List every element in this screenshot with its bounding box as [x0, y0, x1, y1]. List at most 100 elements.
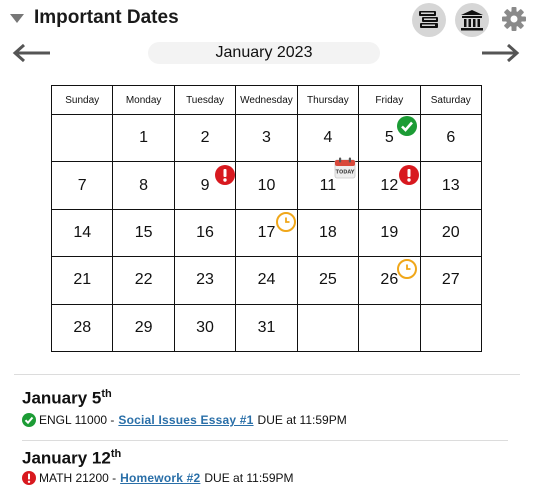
day-number: 5: [384, 129, 394, 147]
books-button[interactable]: [412, 3, 446, 37]
day-cell[interactable]: 24: [235, 256, 298, 305]
day-cell-empty: [419, 303, 483, 352]
gear-icon[interactable]: [501, 6, 527, 32]
bank-button[interactable]: [455, 3, 489, 37]
event-date: January 12th: [22, 448, 122, 468]
check-circle-icon: [22, 413, 36, 427]
day-number: 13: [441, 176, 460, 194]
day-cell[interactable]: 7: [50, 161, 114, 210]
day-cell[interactable]: 29: [112, 303, 175, 352]
day-number: 12: [380, 176, 399, 194]
day-number: 20: [441, 223, 460, 241]
day-cell[interactable]: 21: [50, 256, 114, 305]
day-cell[interactable]: 18: [296, 208, 360, 258]
day-number: 27: [441, 271, 460, 289]
week-row: 14 15 16 17 18 19 20: [50, 208, 483, 258]
event-divider: [22, 440, 508, 441]
exclamation-circle-icon: [22, 471, 36, 485]
day-cell[interactable]: 20: [419, 208, 483, 258]
day-cell[interactable]: 30: [173, 303, 237, 352]
day-cell[interactable]: 27: [419, 256, 483, 305]
exclamation-circle-icon[interactable]: [399, 165, 420, 186]
day-cell[interactable]: 4: [296, 113, 360, 163]
clock-icon[interactable]: [276, 211, 297, 232]
day-number: 29: [134, 318, 153, 336]
month-label: January 2023: [148, 42, 380, 64]
day-cell[interactable]: 13: [419, 161, 483, 210]
arrow-left-icon[interactable]: [12, 42, 52, 64]
day-number: 24: [257, 271, 276, 289]
day-cell[interactable]: 10: [235, 161, 298, 210]
day-cell[interactable]: 22: [112, 256, 175, 305]
day-cell[interactable]: 3: [235, 113, 298, 163]
day-cell[interactable]: 5: [358, 113, 421, 163]
weekday-label: Saturday: [419, 85, 483, 115]
day-cell-empty: [50, 113, 114, 163]
day-cell-empty: [296, 303, 360, 352]
day-number: 22: [134, 271, 153, 289]
today-badge: TODAY: [335, 170, 354, 176]
course-code: MATH 21200 -: [39, 471, 117, 485]
day-number: 19: [380, 223, 399, 241]
collapse-triangle-icon[interactable]: [10, 14, 24, 23]
day-cell[interactable]: 31: [235, 303, 298, 352]
widget-title: Important Dates: [34, 7, 179, 28]
month-navigation: January 2023: [0, 40, 535, 68]
due-text: DUE at 11:59PM: [257, 413, 347, 427]
day-number: 4: [323, 129, 333, 147]
day-cell[interactable]: 9: [173, 161, 237, 210]
day-cell[interactable]: 15: [112, 208, 175, 258]
exclamation-circle-icon[interactable]: [214, 165, 235, 186]
day-cell[interactable]: 12: [358, 161, 421, 210]
day-cell[interactable]: 23: [173, 256, 237, 305]
day-number: 17: [257, 223, 276, 241]
day-number: 26: [380, 271, 399, 289]
day-number: 16: [196, 223, 214, 241]
day-number: 10: [257, 176, 276, 194]
weekday-label: Thursday: [296, 85, 360, 115]
day-cell[interactable]: 19: [358, 208, 421, 258]
today-calendar-icon: TODAY: [334, 157, 356, 179]
widget-header: Important Dates: [0, 0, 535, 38]
bank-icon: [461, 10, 483, 31]
weekday-label: Monday: [112, 85, 175, 115]
check-circle-icon[interactable]: [397, 116, 418, 136]
weekday-label: Wednesday: [235, 85, 298, 115]
day-cell[interactable]: 14: [50, 208, 114, 258]
day-number: 18: [319, 223, 337, 241]
day-cell-empty: [358, 303, 421, 352]
day-cell[interactable]: 26: [358, 256, 421, 305]
week-row: 28 29 30 31: [50, 303, 483, 352]
day-number: 2: [200, 129, 210, 147]
day-cell[interactable]: 25: [296, 256, 360, 305]
day-number: 1: [139, 129, 149, 147]
day-number: 3: [262, 129, 271, 147]
day-cell[interactable]: 6: [419, 113, 483, 163]
day-cell[interactable]: 2: [173, 113, 237, 163]
weekday-label: Tuesday: [173, 85, 237, 115]
due-text: DUE at 11:59PM: [204, 471, 294, 485]
day-number: 31: [257, 318, 276, 336]
day-number: 14: [73, 223, 92, 241]
day-number: 8: [139, 176, 149, 194]
day-cell[interactable]: 16: [173, 208, 237, 258]
assignment-link[interactable]: Homework #2: [120, 471, 201, 485]
day-number: 30: [196, 318, 214, 336]
arrow-right-icon[interactable]: [480, 42, 520, 64]
clock-icon[interactable]: [397, 259, 418, 280]
event-date: January 5th: [22, 388, 112, 408]
day-cell[interactable]: 17: [235, 208, 298, 258]
day-cell[interactable]: 1: [112, 113, 175, 163]
books-icon: [419, 11, 438, 28]
weekday-label: Sunday: [50, 85, 114, 115]
weekday-label: Friday: [358, 85, 421, 115]
week-row: 7 8 9 10 11 TODAY 12: [50, 157, 483, 210]
assignment-link[interactable]: Social Issues Essay #1: [118, 413, 254, 427]
day-cell[interactable]: 11 TODAY: [296, 157, 360, 210]
day-cell[interactable]: 28: [50, 303, 114, 352]
day-number: 21: [73, 271, 92, 289]
day-number: 25: [319, 271, 337, 289]
day-cell[interactable]: 8: [112, 161, 175, 210]
day-number: 11: [319, 176, 337, 194]
week-row: 21 22 23 24 25 26 27: [50, 256, 483, 305]
